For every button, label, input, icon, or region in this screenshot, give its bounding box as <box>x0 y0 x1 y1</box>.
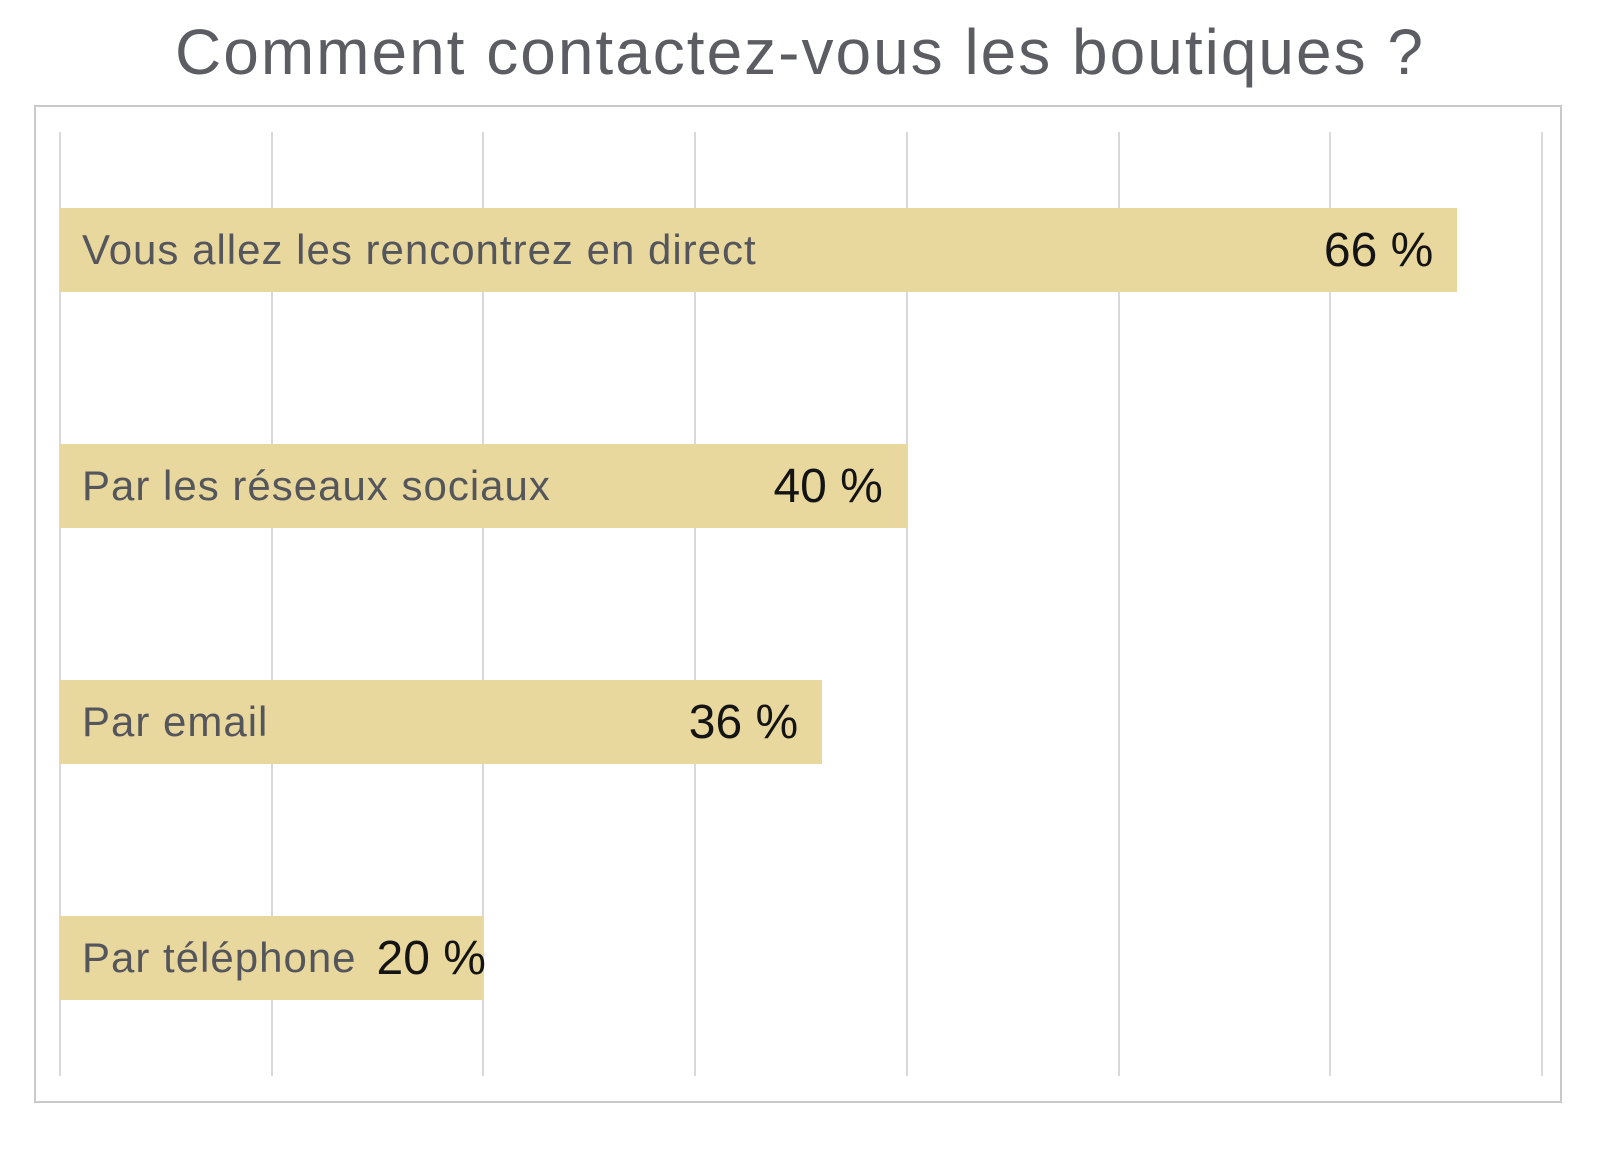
bar-label: Par téléphone <box>82 934 357 981</box>
bar: Vous allez les rencontrez en direct 66 % <box>60 208 1458 292</box>
gridline <box>1117 132 1120 1076</box>
bar: Par téléphone 20 % <box>60 916 486 1000</box>
gridline <box>59 132 61 1076</box>
plot-area: Vous allez les rencontrez en direct 66 % P… <box>59 132 1543 1076</box>
bar-value: 36 % <box>688 695 799 749</box>
bar: Par les réseaux sociaux 40 % <box>60 444 907 528</box>
bar: Par email 36 % <box>60 680 823 764</box>
bar-row: Par les réseaux sociaux 40 % <box>60 368 1542 604</box>
bar-row: Par email 36 % <box>60 604 1542 840</box>
gridline <box>1541 132 1543 1076</box>
bar-label: Vous allez les rencontrez en direct <box>82 226 757 273</box>
gridline <box>482 132 485 1076</box>
chart-title: Comment contactez-vous les boutiques ? <box>175 16 1425 88</box>
bar-value: 66 % <box>1323 223 1434 277</box>
gridline <box>694 132 697 1076</box>
gridline <box>270 132 273 1076</box>
bar-label: Par les réseaux sociaux <box>82 462 551 509</box>
bar-row: Vous allez les rencontrez en direct 66 % <box>60 132 1542 368</box>
bar-value: 40 % <box>773 459 883 513</box>
bar-value: 20 % <box>376 931 486 985</box>
bar-label: Par email <box>82 698 269 745</box>
chart-frame: Vous allez les rencontrez en direct 66 % P… <box>34 105 1562 1103</box>
bar-row: Par téléphone 20 % <box>60 840 1542 1076</box>
gridline <box>1329 132 1332 1076</box>
bars-container: Vous allez les rencontrez en direct 66 % P… <box>60 132 1542 1076</box>
gridlines <box>59 132 1543 1076</box>
gridline <box>905 132 908 1076</box>
